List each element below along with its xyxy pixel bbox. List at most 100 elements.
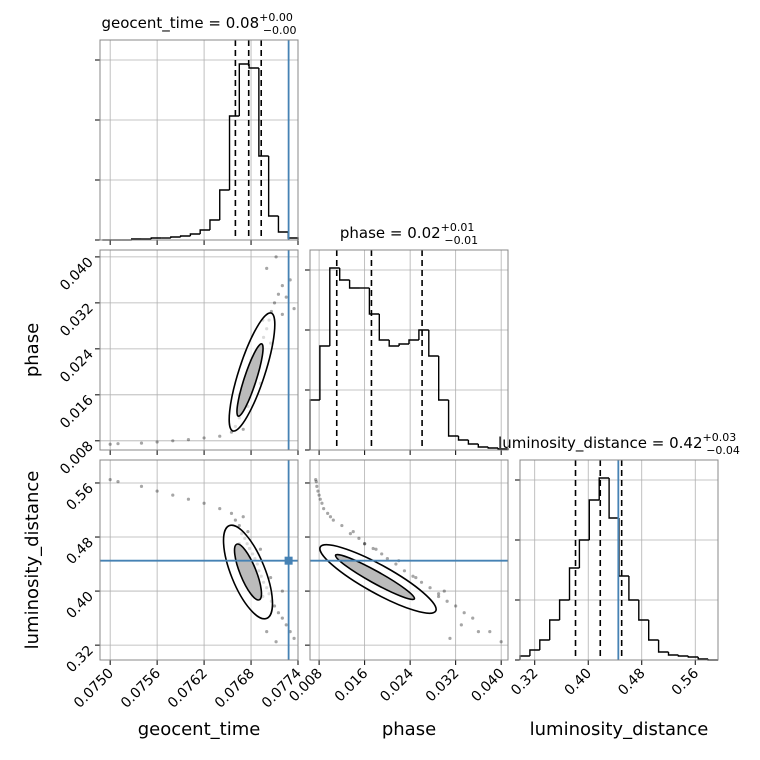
sample-point: [476, 630, 481, 634]
sample-point: [186, 438, 191, 442]
sample-point: [428, 586, 432, 590]
sample-point: [326, 511, 330, 515]
sample-point: [340, 523, 344, 528]
hist-step: [568, 567, 580, 600]
sample-point: [276, 292, 281, 296]
hist-step: [558, 599, 570, 620]
sample-point: [380, 552, 384, 556]
sample-point: [292, 636, 296, 640]
hist-step: [258, 68, 269, 157]
hist-step: [418, 329, 429, 340]
y-tick-label: 0.56: [63, 480, 96, 513]
sample-point: [155, 489, 159, 493]
title-upper: +0.01: [441, 221, 475, 234]
sample-point: [139, 484, 144, 488]
hist-step: [209, 219, 220, 230]
panel-title: luminosity_distance = 0.42+0.03 −0.04: [498, 431, 740, 457]
y-tick-label: 0.040: [57, 254, 97, 294]
title-lower: −0.04: [706, 444, 740, 457]
sample-point: [351, 530, 355, 534]
x-tick-label: 0.48: [615, 666, 648, 699]
panel-frame: [309, 249, 509, 451]
sample-point: [394, 562, 398, 566]
sample-point: [284, 623, 288, 627]
panel: geocent_time = 0.08+0.00 −0.00: [95, 11, 299, 245]
sample-point: [414, 575, 418, 580]
x-axis-label: phase: [382, 719, 436, 740]
sample-point: [276, 611, 281, 615]
y-axis-label: luminosity_distance: [22, 471, 43, 650]
sample-point: [116, 442, 120, 446]
hist-step: [447, 400, 459, 437]
panel-frame: [99, 249, 299, 451]
sample-point: [315, 484, 319, 488]
hist-step: [248, 64, 259, 69]
sample-point: [269, 575, 273, 580]
title-main: phase = 0.02: [340, 224, 441, 242]
sample-point: [280, 312, 284, 316]
hist-step: [549, 619, 560, 640]
hist-step: [199, 229, 210, 234]
panel-frame: [519, 459, 719, 661]
sample-point: [318, 497, 322, 501]
sample-point: [229, 511, 234, 515]
y-tick-label: 0.024: [57, 346, 97, 386]
sample-point: [284, 295, 288, 299]
x-tick-label: 0.56: [669, 665, 702, 698]
sample-point: [419, 580, 424, 584]
title-lower: −0.00: [263, 24, 297, 37]
hist-step: [628, 576, 639, 601]
sample-point: [314, 477, 318, 482]
panel-frame: [99, 39, 299, 241]
contours: [222, 312, 437, 620]
sample-point: [445, 599, 449, 603]
panel-frame: [99, 459, 299, 661]
sample-point: [454, 604, 458, 608]
sample-point: [371, 546, 375, 551]
title-main: luminosity_distance = 0.42: [498, 434, 702, 453]
sample-point: [462, 611, 466, 615]
sample-point: [274, 255, 278, 259]
hist-step: [588, 499, 600, 540]
title-upper: +0.00: [259, 11, 293, 24]
sample-point: [402, 569, 407, 573]
hist-step: [657, 640, 669, 653]
panel: 0.32 0.40 0.48 0.56 luminosity_distance = 0.…: [498, 431, 740, 699]
y-axis-label: phase: [22, 323, 43, 377]
hist-step: [608, 478, 619, 519]
hist-step: [487, 447, 499, 449]
hist-step: [467, 440, 479, 445]
hist-step: [618, 518, 629, 577]
sample-point: [233, 518, 237, 522]
panel-title: phase = 0.02+0.01 −0.01: [340, 221, 478, 247]
hist-step: [677, 655, 689, 657]
hist-step: [267, 156, 279, 217]
sample-point: [488, 630, 492, 634]
sample-point: [274, 640, 278, 644]
sample-point: [280, 284, 284, 288]
sample-point: [322, 507, 326, 511]
title-lower: −0.01: [444, 234, 478, 247]
sample-point: [317, 493, 321, 497]
sample-point: [292, 307, 296, 311]
sample-point: [155, 440, 159, 444]
x-tick-label: 0.0768: [212, 666, 258, 712]
sample-point: [218, 507, 222, 511]
sample-point: [471, 616, 475, 620]
sample-point: [316, 489, 320, 493]
sample-point: [108, 442, 112, 446]
hist-step: [398, 343, 409, 346]
x-tick-label: 0.0762: [165, 666, 211, 712]
hist-step: [598, 477, 610, 500]
hist-step: [228, 115, 240, 190]
sample-point: [280, 589, 284, 593]
truth-point: [284, 556, 293, 565]
hist-step: [428, 330, 439, 357]
title-main: geocent_time = 0.08: [101, 14, 259, 33]
sample-point: [202, 436, 206, 440]
hist-step: [339, 268, 350, 281]
sample-point: [363, 542, 367, 546]
y-tick-label: 0.032: [57, 300, 97, 340]
sample-point: [357, 536, 361, 540]
sample-point: [108, 477, 112, 482]
